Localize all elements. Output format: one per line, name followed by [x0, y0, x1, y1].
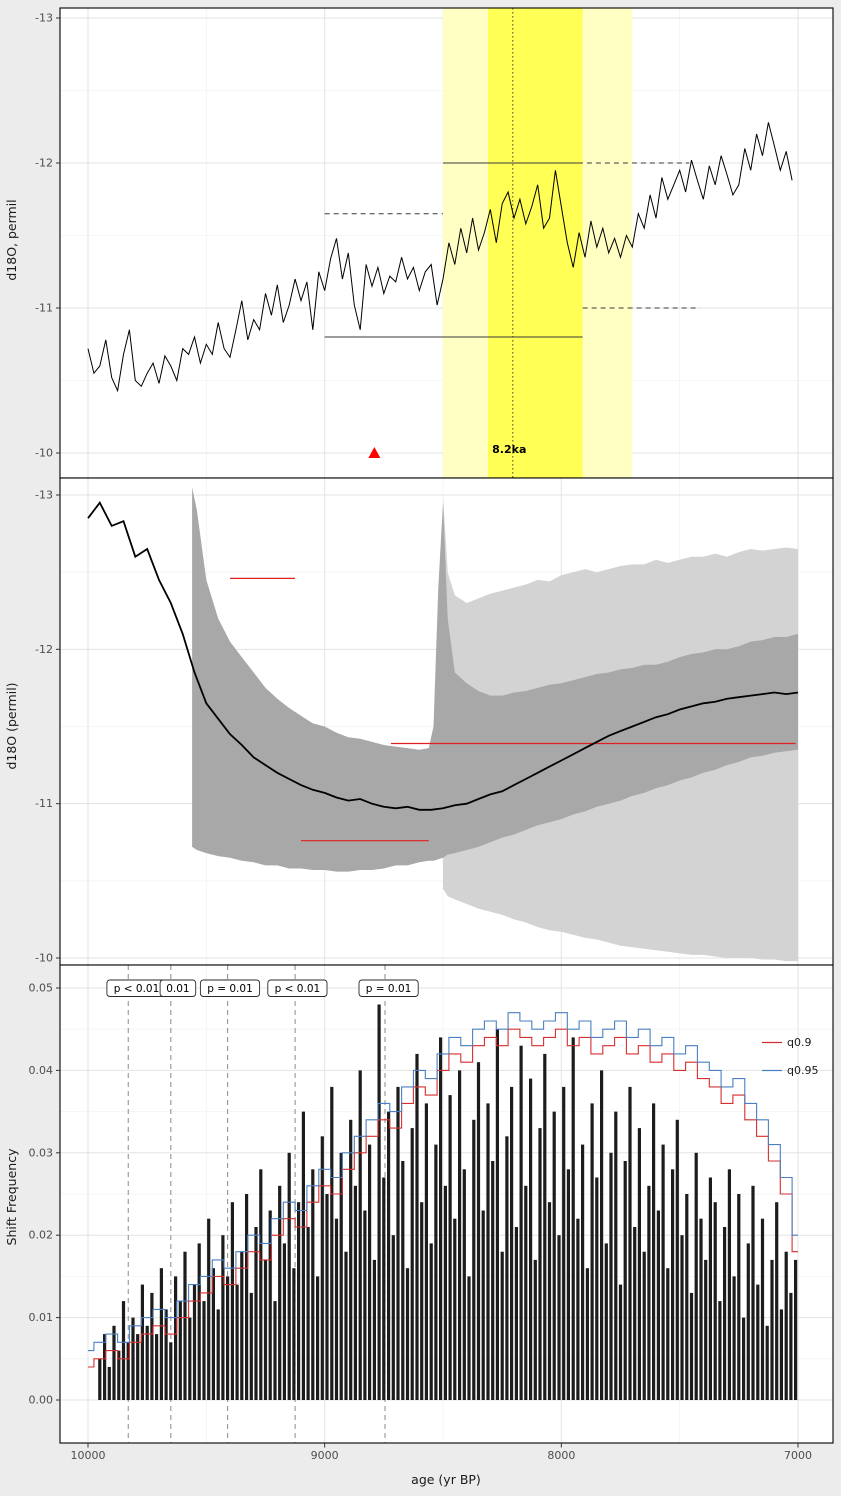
panel3-y-axis-title: Shift Frequency: [4, 1148, 19, 1246]
red-triangle-marker: [368, 447, 381, 458]
significance-label: p = 0.01: [366, 983, 412, 995]
x-axis-title: age (yr BP): [411, 1472, 481, 1487]
y-tick-label: 0.03: [29, 1146, 54, 1159]
panel-1: 8.2ka -13 -12 -11 -10: [35, 7, 834, 479]
y-tick-label: -10: [35, 952, 53, 965]
shift-frequency-bars: [98, 1004, 798, 1400]
o18-series-line: [87, 122, 793, 393]
y-tick-label: 0.02: [29, 1229, 54, 1242]
y-axis-ticks: -13 -12 -11 -10: [35, 489, 60, 965]
panel1-y-axis-title: d18O, permil: [4, 199, 19, 280]
significance-label-box: [159, 979, 197, 997]
x-tick-label: 9000: [311, 1449, 339, 1462]
posterior-mean-line: [87, 501, 799, 811]
x-axis-ticks: 10000 9000 8000 7000: [71, 1443, 812, 1462]
significance-label-box: [358, 979, 419, 997]
y-tick-label: -12: [35, 157, 53, 170]
y-tick-label: 0.00: [29, 1394, 54, 1407]
y-tick-label: -13: [35, 489, 53, 502]
y-tick-label: -11: [35, 302, 53, 315]
q95-step-line: [88, 1012, 798, 1352]
legend-label-q0.9: q0.9: [787, 1036, 811, 1049]
legend: q0.9 q0.95: [762, 1036, 818, 1077]
x-tick-label: 8000: [547, 1449, 575, 1462]
y-tick-label: -10: [35, 447, 53, 460]
significance-label: p = 0.01: [207, 983, 253, 995]
significance-label: p < 0.01: [275, 983, 321, 995]
y-tick-label: -11: [35, 797, 53, 810]
panel2-y-axis-title: d18O (permil): [4, 682, 19, 769]
chart-render-root: 8.2ka -13 -12 -11 -10 -13 -12 -11 -10 p < 0.01 0.0…: [29, 7, 834, 1462]
panel-2: -13 -12 -11 -10: [35, 477, 834, 966]
significance-label: p < 0.01: [114, 983, 160, 995]
y-tick-label: 0.01: [29, 1311, 54, 1324]
x-tick-label: 7000: [784, 1449, 812, 1462]
y-axis-ticks: -13 -12 -11 -10: [35, 12, 60, 460]
significance-label: 0.01: [166, 983, 189, 995]
x-tick-label: 10000: [71, 1449, 106, 1462]
y-tick-label: -13: [35, 12, 53, 25]
panel-border: [59, 964, 834, 1444]
q90-step-line: [88, 1028, 798, 1368]
legend-label-q0.95: q0.95: [787, 1064, 818, 1077]
event-label-8.2ka: 8.2ka: [492, 443, 526, 456]
significance-label-box: [199, 979, 261, 997]
y-tick-label: -12: [35, 643, 53, 656]
y-tick-label: 0.05: [29, 982, 54, 995]
y-axis-ticks: 0.00 0.01 0.02 0.03 0.04 0.05: [29, 982, 60, 1407]
uncertainty-band-inner: [192, 487, 799, 872]
y-tick-label: 0.04: [29, 1064, 54, 1077]
panel-3: p < 0.01 0.01 p = 0.01 p < 0.01 p = 0.01 q0.9…: [29, 964, 834, 1462]
event-band-inner: [487, 8, 583, 478]
significance-label-box: [267, 979, 328, 997]
